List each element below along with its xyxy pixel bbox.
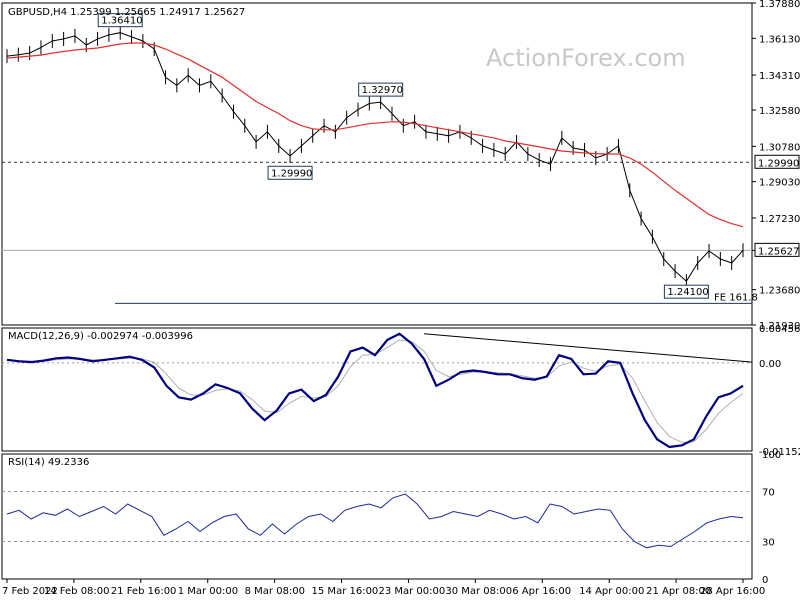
price-callout-box-0 [97,13,143,28]
macd-y-tick-label: 0.00 [759,359,781,370]
rsi-panel-title: RSI(14) 49.2336 [8,457,89,468]
price-panel-title: GBPUSD,H4 1.25399 1.25665 1.24917 1.2562… [8,7,245,18]
y-tick-label: 1.37880 [759,0,800,10]
x-tick-label: 6 Apr 16:00 [512,586,571,597]
price-callout-label: 1.36410 [101,16,142,27]
y-tick-label: 1.29030 [759,178,800,189]
rsi-y-tick-label: 0 [762,575,768,586]
x-tick-label: 28 Apr 16:00 [700,586,765,597]
rsi-y-tick-label: 100 [762,450,781,461]
panel-frame-rsi [1,453,753,580]
x-tick-label: 21 Apr 08:00 [646,586,711,597]
rsi-y-tick-label: 30 [762,538,775,549]
rsi-line [6,493,744,549]
price-callout-box-2 [267,165,313,180]
macd-line [6,332,744,449]
y-tick-label: 1.27230 [759,214,800,225]
x-tick-label: 7 Feb 2022 [2,586,58,597]
y-tick-label: 1.30780 [759,142,800,153]
price-panel: FE 161.8 1.36410 1.32970 1.29990 1.24100 [2,13,758,304]
sma-line [6,42,744,228]
macd-panel-title: MACD(12,26,9) -0.002974 -0.003996 [8,331,193,342]
y-tick-label: 1.36130 [759,34,800,45]
x-tick-label: 8 Mar 08:00 [245,586,305,597]
price-tag-box-1 [754,242,800,257]
x-tick-label: 14 Feb 08:00 [44,586,110,597]
price-callout-label: 1.32970 [362,85,403,96]
macd-panel [2,332,753,449]
fibonacci-label: FE 161.8 [714,292,758,303]
price-callout-label: 1.24100 [667,287,708,298]
y-tick-label: 1.21930 [759,321,800,332]
price-tag-label: 1.25627 [758,246,799,257]
x-tick-label: 1 Mar 00:00 [178,586,238,597]
x-tick-label: 21 Feb 16:00 [111,586,177,597]
x-tick-label: 15 Mar 16:00 [312,586,379,597]
x-tick-label: 23 Mar 00:00 [378,586,445,597]
panel-frame-macd [1,327,753,452]
price-callout-box-3 [663,284,709,299]
y-tick-label: 1.32580 [759,106,800,117]
price-tag-label: 1.29990 [758,158,799,169]
macd-y-tick-label: -0.011529 [759,447,800,458]
panel-frame-main [1,2,753,326]
macd-trendline [424,333,753,363]
rsi-panel [2,491,752,549]
x-tick-label: 14 Apr 00:00 [579,586,644,597]
y-tick-label: 1.34310 [759,71,800,82]
price-callout-label: 1.29990 [271,168,312,179]
price-tag-box-0 [754,154,800,169]
x-tick-label: 30 Mar 08:00 [445,586,512,597]
grid-layer [1,2,753,580]
y-tick-label: 1.23680 [759,286,800,297]
watermark: ActionForex.com [486,44,686,72]
price-series-line [6,32,744,282]
price-callout-box-1 [358,82,404,97]
macd-y-tick-label: 0.00456 [759,324,800,335]
rsi-y-tick-label: 70 [762,488,775,499]
